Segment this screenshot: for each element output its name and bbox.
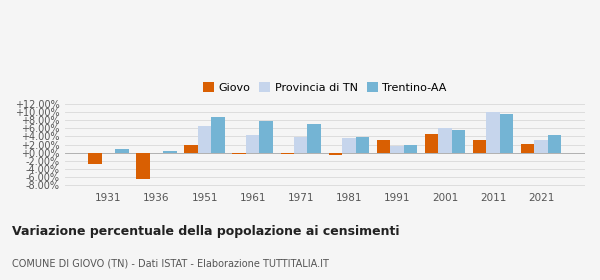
Bar xyxy=(232,153,246,154)
Bar xyxy=(404,144,417,153)
Bar xyxy=(342,139,356,153)
Bar xyxy=(246,135,259,153)
Bar xyxy=(198,126,211,153)
Bar xyxy=(548,135,562,153)
Bar xyxy=(452,130,465,153)
Bar xyxy=(535,140,548,153)
Bar xyxy=(473,140,487,153)
Bar xyxy=(500,114,513,153)
Bar xyxy=(115,149,128,153)
Bar xyxy=(294,137,307,153)
Bar xyxy=(211,117,225,153)
Bar xyxy=(281,153,294,154)
Bar xyxy=(184,145,198,153)
Text: COMUNE DI GIOVO (TN) - Dati ISTAT - Elaborazione TUTTITALIA.IT: COMUNE DI GIOVO (TN) - Dati ISTAT - Elab… xyxy=(12,259,329,269)
Bar xyxy=(136,153,150,179)
Bar xyxy=(88,153,102,164)
Bar xyxy=(438,128,452,153)
Bar xyxy=(329,153,342,155)
Bar xyxy=(259,121,273,153)
Bar xyxy=(377,140,390,153)
Text: Variazione percentuale della popolazione ai censimenti: Variazione percentuale della popolazione… xyxy=(12,225,400,238)
Bar xyxy=(163,151,177,153)
Bar xyxy=(307,124,321,153)
Bar xyxy=(425,134,438,153)
Bar xyxy=(356,137,369,153)
Legend: Giovo, Provincia di TN, Trentino-AA: Giovo, Provincia di TN, Trentino-AA xyxy=(199,78,451,97)
Bar xyxy=(487,112,500,153)
Bar xyxy=(390,146,404,153)
Bar xyxy=(521,144,535,153)
